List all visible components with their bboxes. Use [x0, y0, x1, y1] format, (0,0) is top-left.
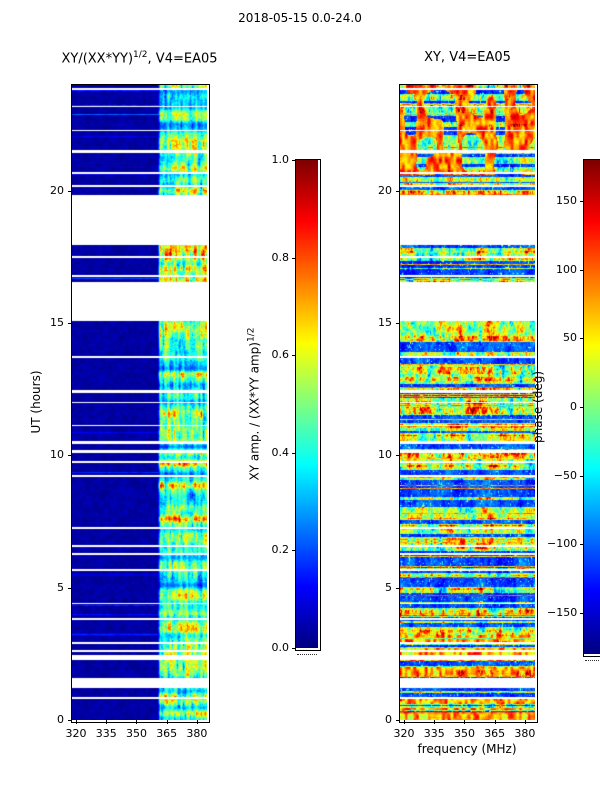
colorbar-tick-label: 0 [570, 400, 577, 413]
right-colorbar-canvas [584, 160, 600, 654]
x-tick-mark [106, 720, 107, 724]
y-tick-mark [396, 455, 400, 456]
y-tick-mark [68, 191, 72, 192]
y-tick-label: 5 [385, 580, 392, 594]
x-tick-label: 320 [65, 727, 87, 740]
x-tick-mark [464, 720, 465, 724]
colorbar-tick-mark [292, 355, 296, 356]
right-heatmap-frame [399, 84, 538, 723]
right-colorbar-label-base: phase (deg) [531, 370, 545, 444]
left-plot-title-rest: , V4=EA05 [147, 51, 218, 67]
right-colorbar-extend-mark [585, 660, 600, 661]
colorbar-tick-label: 1.0 [271, 153, 290, 166]
right-colorbar-frame [583, 159, 600, 657]
x-tick-mark [197, 720, 198, 724]
y-tick-label: 0 [385, 713, 392, 726]
colorbar-tick-label: −100 [547, 537, 578, 551]
y-tick-label: 0 [57, 713, 64, 726]
x-tick-label: 350 [125, 727, 147, 740]
x-tick-label: 350 [453, 727, 475, 740]
figure-title: 2018-05-15 0.0-24.0 [238, 11, 362, 25]
left-heatmap-canvas [72, 85, 207, 720]
y-tick-label: 15 [50, 316, 64, 330]
colorbar-tick-mark [292, 648, 296, 649]
x-tick-label: 335 [423, 727, 445, 740]
colorbar-tick-label: 0.4 [271, 445, 290, 459]
right-plot-title-base: XY, V4=EA05 [424, 50, 511, 65]
x-tick-mark [76, 720, 77, 724]
colorbar-tick-mark [580, 270, 584, 271]
x-tick-mark [404, 720, 405, 724]
left-colorbar-extend-mark [297, 654, 317, 655]
colorbar-tick-label: 0.8 [271, 250, 290, 264]
colorbar-tick-label: 100 [556, 262, 577, 276]
right-heatmap-canvas [400, 85, 535, 720]
y-tick-label: 10 [50, 448, 64, 462]
colorbar-tick-mark [292, 453, 296, 454]
colorbar-tick-mark [580, 476, 584, 477]
y-tick-label: 5 [57, 580, 64, 594]
left-colorbar-frame [295, 159, 321, 651]
x-tick-mark [434, 720, 435, 724]
colorbar-tick-mark [292, 258, 296, 259]
colorbar-tick-label: 0.0 [271, 641, 290, 654]
y-tick-mark [68, 588, 72, 589]
x-tick-label: 365 [156, 727, 178, 740]
colorbar-tick-mark [580, 338, 584, 339]
y-tick-mark [396, 588, 400, 589]
right-plot-title: XY, V4=EA05 [328, 50, 600, 65]
left-colorbar-canvas [296, 160, 318, 648]
colorbar-tick-label: 0.6 [271, 348, 290, 362]
left-plot-title-sup: 1/2 [133, 50, 148, 60]
y-tick-mark [396, 720, 400, 721]
left-plot-title-base: XY/(XX*YY) [61, 51, 134, 67]
x-tick-mark [136, 720, 137, 724]
colorbar-tick-label: 150 [556, 194, 577, 208]
x-tick-label: 380 [186, 727, 208, 740]
colorbar-tick-mark [292, 160, 296, 161]
colorbar-tick-label: −50 [553, 468, 577, 482]
y-tick-mark [68, 455, 72, 456]
y-tick-label: 15 [378, 316, 392, 330]
x-tick-label: 380 [514, 727, 536, 740]
colorbar-tick-mark [292, 550, 296, 551]
colorbar-tick-mark [580, 544, 584, 545]
colorbar-tick-label: −150 [547, 605, 578, 619]
y-tick-mark [396, 191, 400, 192]
x-tick-mark [495, 720, 496, 724]
right-colorbar-label: phase (deg) [531, 371, 545, 443]
x-tick-mark [525, 720, 526, 724]
y-tick-label: 10 [378, 448, 392, 462]
y-tick-mark [68, 323, 72, 324]
x-tick-label: 365 [484, 727, 506, 740]
x-tick-label: 335 [95, 727, 117, 740]
x-tick-label: 320 [393, 727, 415, 740]
y-tick-label: 20 [50, 183, 64, 197]
right-plot-xlabel: frequency (MHz) [417, 742, 517, 756]
colorbar-tick-mark [580, 407, 584, 408]
colorbar-tick-mark [580, 613, 584, 614]
colorbar-tick-label: 50 [563, 331, 577, 345]
colorbar-tick-mark [580, 201, 584, 202]
y-tick-label: 20 [378, 183, 392, 197]
y-tick-mark [396, 323, 400, 324]
colorbar-tick-label: 0.2 [271, 543, 290, 557]
left-colorbar-label-sup: 1/2 [246, 327, 257, 343]
left-plot-ylabel: UT (hours) [29, 370, 43, 434]
left-heatmap-frame [71, 84, 210, 723]
x-tick-mark [167, 720, 168, 724]
left-plot-title: XY/(XX*YY)1/2, V4=EA05 [0, 50, 279, 66]
y-tick-mark [68, 720, 72, 721]
